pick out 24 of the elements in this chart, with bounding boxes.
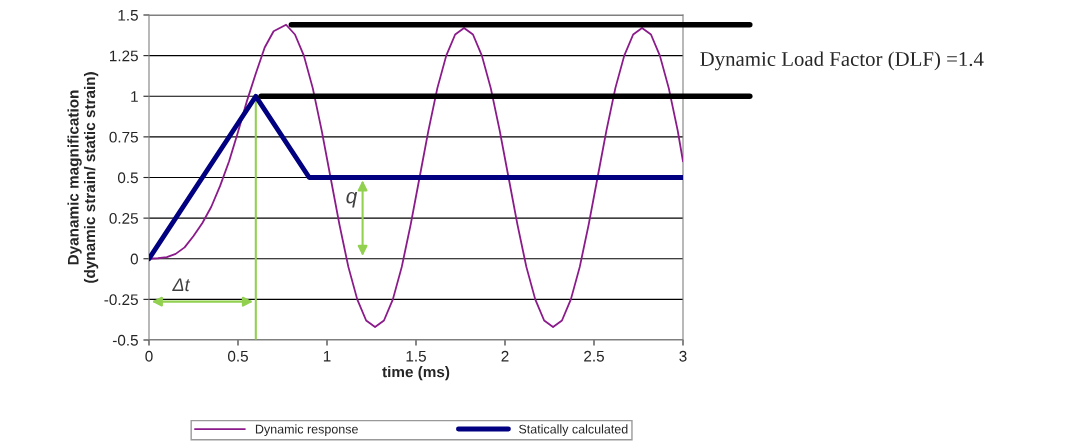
legend-label: Dynamic response xyxy=(255,424,358,436)
y-tick-label: 0.25 xyxy=(109,212,138,224)
x-tick-label: 1 xyxy=(323,350,331,362)
annotation: q xyxy=(346,192,358,208)
y-tick-label: 1.5 xyxy=(118,10,138,21)
x-tick-label: 1.5 xyxy=(406,350,426,362)
y-tick-label: 1 xyxy=(131,91,138,102)
x-tick-label: 0 xyxy=(145,350,153,362)
y-tick-label: 0.5 xyxy=(117,172,138,184)
annotation: Δt xyxy=(172,278,191,292)
y-tick-label: 0 xyxy=(130,253,138,265)
legend-label: Statically calculated xyxy=(519,424,628,436)
line-series xyxy=(149,23,683,328)
x-tick-label: 3 xyxy=(679,350,687,362)
y-axis-title: Dyanamic magnification (dynamic strain/ static strain) xyxy=(67,72,99,283)
x-tick-label: 2.5 xyxy=(584,350,604,362)
y-tick-label: -0.5 xyxy=(112,334,138,346)
y-tick-label: 0.75 xyxy=(109,131,138,143)
x-tick-label: 0.5 xyxy=(227,350,248,362)
y-tick-label: 1.25 xyxy=(110,50,138,62)
x-tick-label: 2 xyxy=(501,350,509,362)
y-tick-label: -0.25 xyxy=(104,294,138,306)
x-axis-title: time (ms) xyxy=(382,366,450,381)
ref-line-label: Dynamic Load Factor (DLF) =1.4 xyxy=(700,51,984,71)
